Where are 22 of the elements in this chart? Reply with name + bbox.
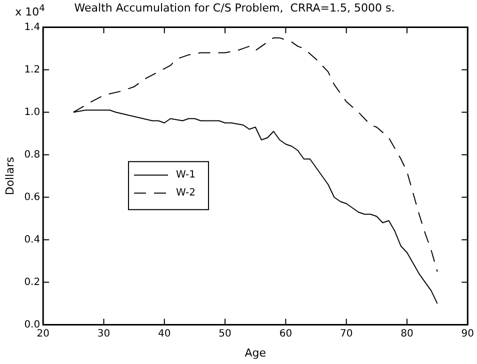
x-tick-label: 50	[218, 328, 232, 340]
x-tick-label: 30	[97, 328, 110, 340]
y-tick-label: 0.8	[24, 149, 40, 160]
legend-label: W-1	[176, 170, 196, 181]
x-tick-label: 60	[279, 328, 292, 340]
y-tick-label: 1.2	[24, 64, 40, 76]
y-tick-label: 1.0	[24, 106, 40, 118]
chart-title: Wealth Accumulation for C/S Problem, CRRA=1.5, 5000 s.	[74, 1, 395, 14]
text: x 10$^{4}$	[15, 3, 45, 19]
y-tick-label: 1.4	[24, 22, 40, 33]
y-tick-label: 0.4	[24, 234, 40, 246]
x-tick-label: 20	[36, 328, 50, 340]
x-axis-title: Age	[244, 346, 266, 360]
x-tick-label: 40	[158, 328, 171, 340]
x-tick-label: 90	[461, 328, 474, 340]
x-tick-label: 70	[340, 328, 353, 340]
legend-label: W-2	[176, 188, 196, 199]
y-axis-title: Dollars	[3, 156, 16, 196]
y-tick-label: 0.0	[24, 319, 40, 330]
x-tick-label: 80	[400, 328, 414, 340]
y-tick-label: 0.6	[24, 192, 40, 203]
y-tick-label: 0.2	[24, 276, 40, 288]
